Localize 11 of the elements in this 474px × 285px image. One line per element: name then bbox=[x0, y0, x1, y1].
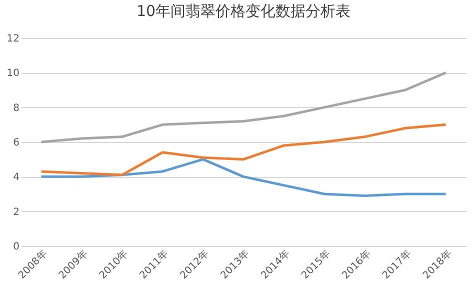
line-series bbox=[40, 158, 448, 197]
y-tick-label: 10 bbox=[6, 68, 20, 80]
y-tick-label: 6 bbox=[13, 138, 20, 148]
line-series bbox=[40, 71, 448, 144]
chart-title: 10年间翡翠价格变化数据分析表 bbox=[136, 2, 351, 20]
y-tick-label: 4 bbox=[13, 172, 20, 184]
y-tick-label: 2 bbox=[13, 206, 20, 218]
y-tick-label: 8 bbox=[13, 102, 20, 114]
y-tick-label: 0 bbox=[13, 242, 20, 252]
line-series bbox=[40, 123, 448, 176]
y-tick-label: 12 bbox=[6, 34, 20, 44]
